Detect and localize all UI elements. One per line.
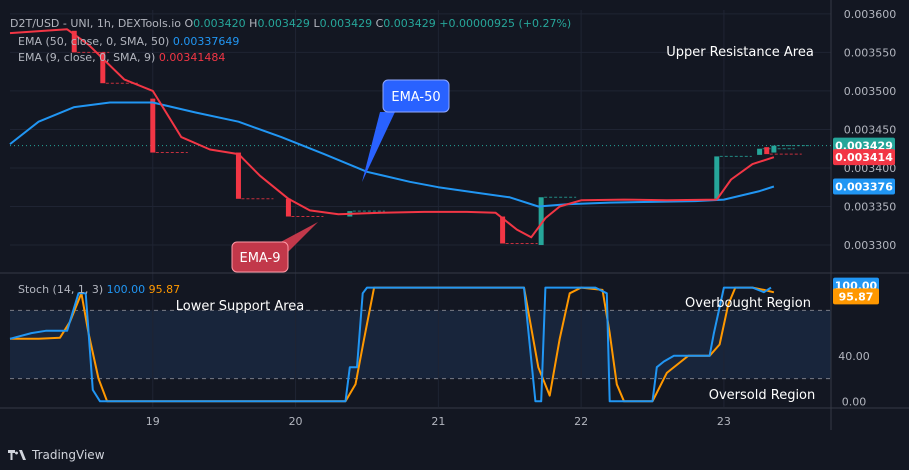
- oversold-annotation: Oversold Region: [709, 388, 816, 403]
- stoch-label-text: 95.87: [839, 290, 874, 303]
- symbol-title: D2T/USD - UNI, 1h, DEXTools.io: [10, 17, 181, 30]
- ema9-legend[interactable]: EMA (9, close, 0, SMA, 9) 0.00341484: [18, 51, 225, 65]
- ema50-callout: [382, 79, 450, 113]
- ema9-callout-text: EMA-9: [240, 251, 281, 266]
- ema50-legend-value: 0.00337649: [172, 35, 240, 48]
- lower-support-annotation: Lower Support Area: [176, 299, 305, 314]
- time-tick-label: 20: [289, 415, 303, 428]
- candle-bar: [235, 152, 241, 199]
- ohlc-high-label: H: [249, 17, 258, 30]
- stoch-band: [10, 310, 831, 379]
- ohlc-high-value: 0.003429: [257, 17, 310, 30]
- ema50-legend-label: EMA (50, close, 0, SMA, 50): [18, 35, 170, 48]
- stoch-k-line: [9, 286, 772, 403]
- ema50-callout-pointer: [362, 112, 395, 182]
- ohlc-open-value: 0.003420: [193, 17, 246, 30]
- price-tick-label: 0.003450: [844, 123, 897, 136]
- candle-bar: [771, 145, 777, 153]
- ohlc-close-value: 0.003429: [383, 17, 436, 30]
- ema9-legend-label: EMA (9, close, 0, SMA, 9): [18, 51, 156, 64]
- candle-bar: [500, 216, 506, 244]
- candle-bar: [71, 30, 77, 53]
- price-label-box: [833, 149, 895, 166]
- price-label-text: 0.003414: [835, 151, 893, 164]
- candle-bar: [285, 198, 291, 217]
- price-tick-label: 0.003400: [844, 162, 897, 175]
- tradingview-brand-text: TradingView: [32, 448, 105, 462]
- time-tick-label: 23: [717, 415, 731, 428]
- candle-bar: [100, 52, 106, 84]
- price-label-text: 0.003376: [835, 180, 893, 193]
- ohlc-open-label: O: [184, 17, 194, 30]
- price-tick-label: 0.003550: [844, 46, 897, 59]
- candles-group: [71, 30, 809, 246]
- price-tick-label: 0.003350: [844, 201, 897, 214]
- tradingview-brand[interactable]: TradingView: [8, 448, 105, 462]
- price-tick-label: 0.003300: [844, 239, 897, 252]
- candle-bar: [538, 197, 544, 246]
- ema50-line: [9, 101, 775, 208]
- time-tick-label: 22: [574, 415, 588, 428]
- overbought-annotation: Overbought Region: [685, 296, 811, 311]
- ohlc-close-label: C: [375, 17, 384, 30]
- ema50-legend[interactable]: EMA (50, close, 0, SMA, 50) 0.00337649: [18, 35, 239, 49]
- candle-bar: [764, 147, 770, 155]
- ema50-callout-text: EMA-50: [391, 90, 440, 105]
- stoch-d-value: 95.87: [148, 283, 181, 296]
- price-label-box: [833, 178, 895, 195]
- stoch-k-value: 100.00: [106, 283, 146, 296]
- candle-bar: [714, 156, 720, 199]
- ohlc-low-label: L: [313, 17, 320, 30]
- ema9-line: [9, 28, 775, 239]
- time-tick-label: 19: [146, 415, 160, 428]
- candle-bar: [150, 98, 156, 153]
- stoch-legend[interactable]: Stoch (14, 1, 3) 100.00 95.87: [18, 283, 180, 297]
- symbol-header: D2T/USD - UNI, 1h, DEXTools.io O0.003420…: [10, 17, 571, 31]
- price-tick-label: 0.003600: [844, 8, 897, 21]
- time-tick-label: 21: [431, 415, 445, 428]
- stoch-tick-label: 0.00: [842, 395, 867, 408]
- ema9-callout: [231, 241, 289, 273]
- stoch-label-box: [833, 288, 879, 305]
- ohlc-low-value: 0.003429: [319, 17, 373, 30]
- stoch-legend-label: Stoch (14, 1, 3): [18, 283, 104, 296]
- ema9-legend-value: 0.00341484: [158, 51, 226, 64]
- candle-bar: [757, 148, 763, 155]
- stoch-tick-label: 40.00: [838, 350, 870, 363]
- tradingview-logo-icon: [8, 450, 26, 460]
- upper-resistance-annotation: Upper Resistance Area: [666, 45, 814, 60]
- ohlc-change: +0.00000925 (+0.27%): [439, 17, 572, 30]
- price-tick-label: 0.003500: [844, 85, 897, 98]
